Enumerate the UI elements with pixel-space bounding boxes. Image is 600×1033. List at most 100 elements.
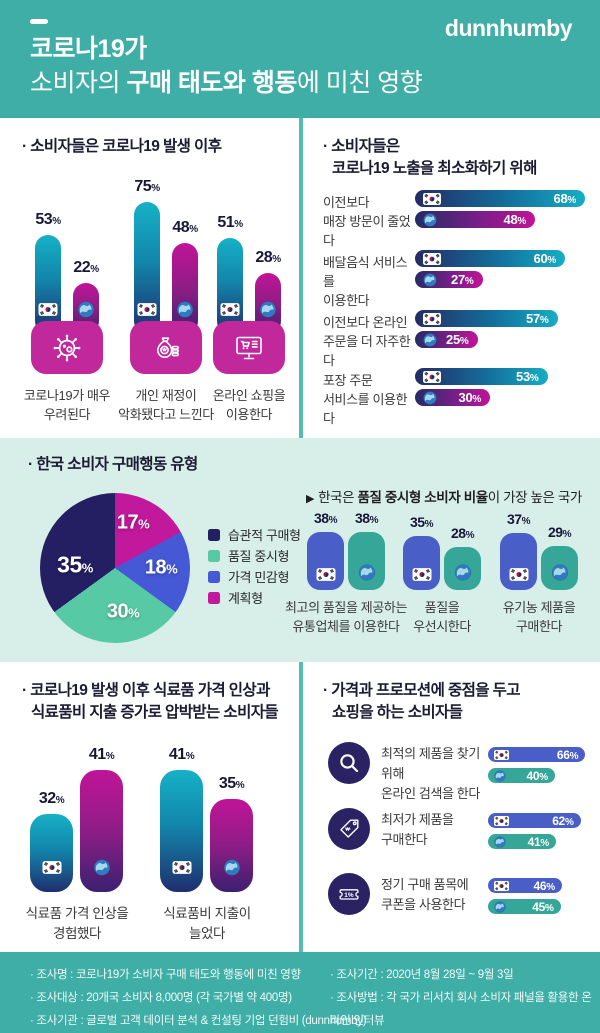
footer-line: · 조사명 : 코로나19가 소비자 구매 태도와 행동에 미친 영향	[30, 969, 301, 981]
bar-value: 35%	[410, 514, 434, 531]
bar-value: 32%	[38, 789, 65, 807]
bar-global: 41%	[80, 746, 123, 892]
korea-flag-icon	[172, 861, 191, 874]
bar-value: 68%	[553, 191, 577, 206]
bar-value: 45%	[532, 899, 554, 914]
bar-global: 38%	[348, 510, 385, 590]
bar-value: 57%	[526, 311, 549, 326]
korea-flag-icon	[494, 749, 509, 760]
pie-legend: 습관적 구매형 품질 중시형 가격 민감형 계획형	[208, 524, 301, 608]
bar-global: 25%	[415, 331, 478, 348]
virus-icon	[50, 331, 84, 365]
legend-item: 가격 민감형	[208, 566, 301, 587]
row-label: 정기 구매 품목에 쿠폰을 사용한다	[381, 877, 469, 912]
row-label: 최저가 제품을 구매한다	[381, 812, 454, 847]
page-title: 코로나19가 소비자의 구매 태도와 행동에 미친 영향	[30, 35, 423, 97]
legend-item: 계획형	[208, 587, 301, 608]
footer-line: · 조사방법 : 각 국가 리서치 회사 소비자 패널을 활용한 온라인 인터뷰	[330, 992, 592, 1027]
legend-item: 품질 중시형	[208, 545, 301, 566]
legend-swatch	[208, 591, 220, 604]
korea-flag-icon	[137, 303, 157, 316]
card-title: · 코로나19 발생 이후 식료품 가격 인상과 식료품비 지출 증가로 압박받…	[22, 682, 279, 721]
bar-value: 75%	[134, 178, 160, 195]
bar-global: 48%	[172, 219, 198, 334]
bar-korea: 53%	[35, 211, 61, 334]
bar-korea: 60%	[415, 250, 565, 267]
header-dash	[30, 19, 48, 24]
bar-value: 41%	[88, 745, 115, 763]
card-behavior-types: · 한국 소비자 구매행동 유형 17% 18% 30% 35% 습관적 구매형…	[0, 438, 600, 662]
pie-slice-value: 30%	[106, 600, 140, 623]
row-label: 이전보다 매장 방문이 줄었다	[323, 195, 411, 248]
bar-group-label: 최고의 품질을 제공하는 유통업체를 이용한다	[284, 600, 408, 634]
bar-korea: 51%	[217, 214, 243, 334]
bar-value: 40%	[526, 768, 548, 783]
globe-icon	[93, 859, 110, 876]
bar-group-label: 품질을 우선시한다	[413, 600, 471, 634]
globe-icon	[176, 301, 194, 318]
globe-icon	[423, 332, 437, 347]
bar-korea: 66%	[488, 747, 586, 762]
bar-value: 35%	[218, 774, 245, 792]
globe-icon	[423, 390, 437, 405]
bar-value: 38%	[314, 509, 338, 526]
globe-icon	[77, 301, 95, 318]
legend-swatch	[208, 570, 220, 583]
hbar-row: 배달음식 서비스를 이용한다 60% 27%	[303, 250, 600, 308]
hbar-row: 이전보다 온라인 주문을 더 자주한다 57% 25%	[303, 310, 600, 368]
footer-right-column: · 조사기간 : 2020년 8월 28일 ~ 9월 3일 · 조사방법 : 각…	[330, 964, 600, 1033]
globe-icon	[423, 272, 437, 287]
bar-group: 53% 22% 코로나19가 매우 우려된다	[24, 118, 111, 438]
bar-global: 41%	[488, 834, 556, 849]
bar-global: 48%	[415, 211, 535, 228]
header: 코로나19가 소비자의 구매 태도와 행동에 미친 영향 dunnhumby	[0, 0, 600, 118]
globe-icon	[358, 564, 375, 581]
bar-value: 41%	[168, 745, 195, 763]
pie-slice-value: 35%	[57, 551, 93, 578]
korea-flag-icon	[494, 815, 509, 826]
row-label: 포장 주문 서비스를 이용한다	[323, 373, 408, 426]
globe-icon	[454, 564, 471, 581]
bar-korea: 62%	[488, 813, 581, 828]
card-title: · 소비자들은 코로나19 노출을 최소화하기 위해	[323, 138, 537, 177]
title-line1: 코로나19가	[30, 35, 147, 63]
footer-left-column: · 조사명 : 코로나19가 소비자 구매 태도와 행동에 미친 영향 · 조사…	[30, 964, 367, 1033]
bar-value: 51%	[217, 214, 243, 232]
bar-value: 28%	[255, 249, 281, 267]
bar-value: 62%	[552, 813, 574, 828]
bar-value: 60%	[533, 251, 557, 266]
arrow-icon: ▶	[306, 493, 315, 505]
pie-slice-value: 18%	[144, 556, 178, 579]
globe-icon	[551, 564, 568, 581]
dunnhumby-logo: dunnhumby	[444, 15, 573, 41]
search-icon	[336, 750, 362, 776]
coupon-icon: 1%	[336, 881, 362, 907]
bar-value: 29%	[548, 523, 572, 540]
row-label: 배달음식 서비스를 이용한다	[323, 255, 408, 308]
bar-group: 75% 48% 개인 재정이 악화됐다고 느낀다	[118, 118, 214, 438]
bar-group-label: 유기농 제품을 구매한다	[502, 600, 576, 634]
bar-group-label: 개인 재정이 악화됐다고 느낀다	[118, 388, 214, 422]
globe-icon	[494, 900, 506, 913]
icon-circle	[328, 742, 370, 784]
svg-text:1%: 1%	[344, 892, 354, 899]
promo-row: 최저가 제품을 구매한다 62% 41%	[303, 806, 600, 868]
bar-value: 46%	[533, 878, 555, 893]
footer-line: · 조사대상 : 20개국 소비자 8,000명 (각 국가별 약 400명)	[30, 992, 292, 1004]
globe-icon	[259, 301, 277, 318]
korea-flag-icon	[220, 303, 240, 316]
globe-icon	[223, 859, 240, 876]
globe-icon	[423, 212, 437, 227]
bar-group-label: 온라인 쇼핑을 이용한다	[212, 388, 286, 422]
bottom-row: · 코로나19 발생 이후 식료품 가격 인상과 식료품비 지출 증가로 압박받…	[0, 662, 600, 952]
bar-korea: 32%	[30, 790, 73, 892]
bar-korea: 37%	[500, 511, 537, 590]
card-grocery-pressure: · 코로나19 발생 이후 식료품 가격 인상과 식료품비 지출 증가로 압박받…	[0, 662, 299, 952]
bar-value: 41%	[527, 834, 550, 849]
bar-value: 66%	[556, 747, 579, 762]
bar-value: 28%	[451, 525, 475, 542]
bar-value: 48%	[503, 212, 527, 227]
korea-flag-icon	[423, 370, 441, 383]
bar-korea: 46%	[488, 878, 562, 893]
bar-group-label: 코로나19가 매우 우려된다	[23, 388, 111, 422]
